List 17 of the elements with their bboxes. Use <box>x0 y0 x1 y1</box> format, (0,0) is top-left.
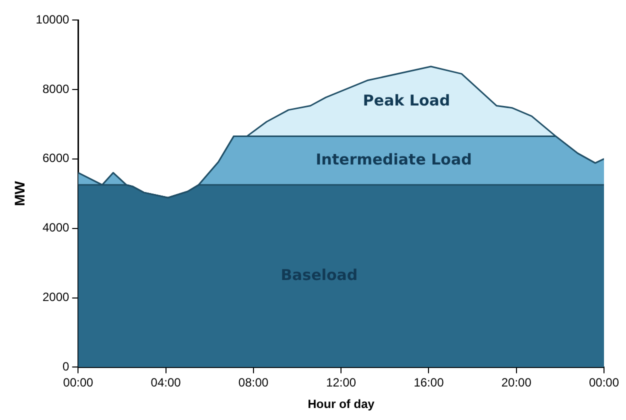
x-tick-label: 04:00 <box>150 376 182 390</box>
x-tick-label: 00:00 <box>63 376 94 390</box>
x-tick-label: 20:00 <box>501 376 532 390</box>
series-label: Intermediate Load <box>316 150 472 169</box>
y-tick-label: 8000 <box>42 82 70 96</box>
y-tick-label: 2000 <box>42 290 70 304</box>
x-tick-label: 00:00 <box>588 376 620 390</box>
y-tick-label: 6000 <box>42 151 70 166</box>
y-axis-title: MW <box>11 180 28 206</box>
x-axis-title: Hour of day <box>308 397 375 412</box>
series-label: Peak Load <box>362 91 450 110</box>
x-tick-label: 08:00 <box>238 376 269 390</box>
x-tick-label: 12:00 <box>326 376 356 390</box>
y-tick-label: 0 <box>62 360 70 374</box>
y-tick-label: 4000 <box>42 220 70 235</box>
y-tick-label: 10000 <box>36 12 70 26</box>
x-tick-label: 16:00 <box>414 376 444 390</box>
